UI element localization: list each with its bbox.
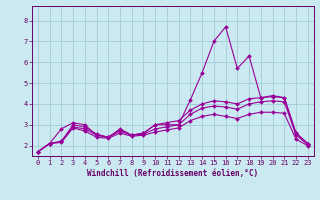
X-axis label: Windchill (Refroidissement éolien,°C): Windchill (Refroidissement éolien,°C) bbox=[87, 169, 258, 178]
